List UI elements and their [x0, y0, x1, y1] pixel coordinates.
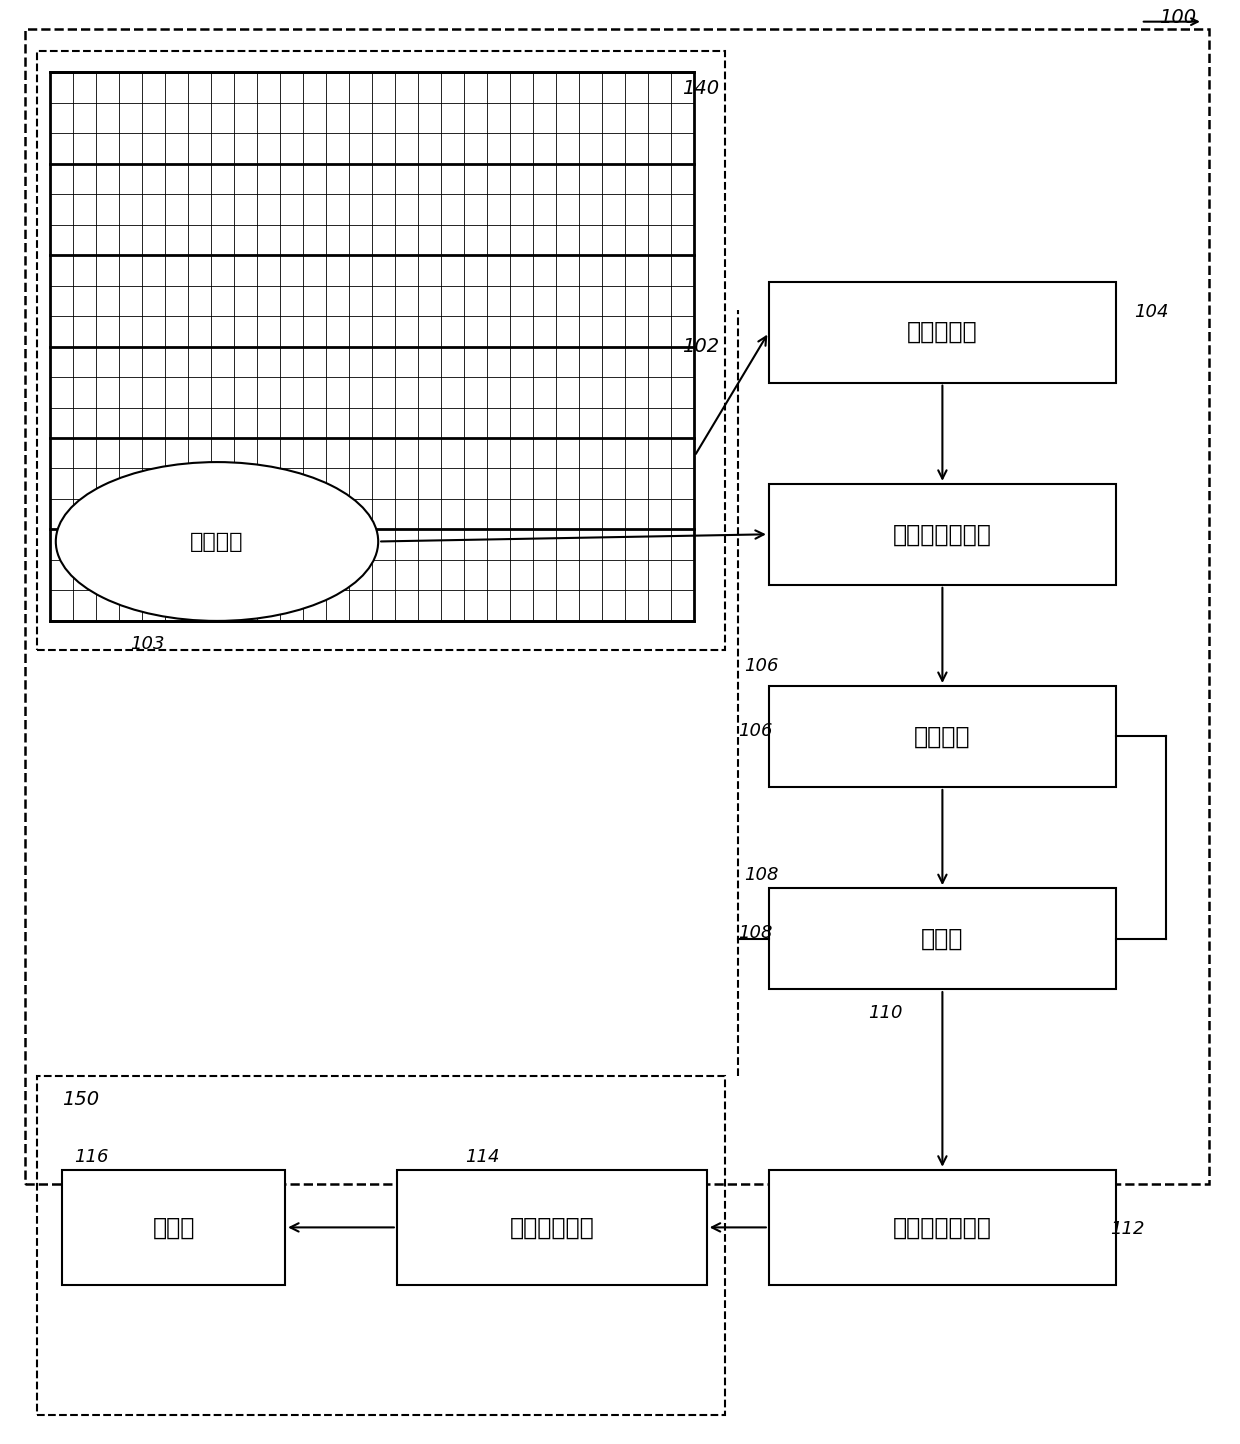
Text: 显示处理模块: 显示处理模块	[510, 1216, 594, 1239]
FancyBboxPatch shape	[769, 282, 1116, 383]
Text: 显示器: 显示器	[153, 1216, 195, 1239]
Text: 114: 114	[465, 1148, 500, 1165]
Text: 102: 102	[682, 336, 719, 357]
Text: 106: 106	[744, 657, 779, 674]
Text: 106: 106	[738, 722, 773, 739]
FancyBboxPatch shape	[769, 686, 1116, 787]
Text: 140: 140	[682, 79, 719, 98]
Text: 110: 110	[868, 1004, 903, 1021]
Text: 108: 108	[738, 924, 773, 941]
FancyBboxPatch shape	[769, 888, 1116, 989]
Text: 预处理模块: 预处理模块	[908, 321, 977, 344]
Text: 校准数据: 校准数据	[190, 531, 244, 552]
FancyBboxPatch shape	[769, 1170, 1116, 1285]
Text: 过滤模块: 过滤模块	[914, 725, 971, 748]
Text: 103: 103	[130, 635, 165, 653]
Text: 116: 116	[74, 1148, 109, 1165]
Text: 112: 112	[1110, 1220, 1145, 1238]
Text: 热像图: 热像图	[921, 927, 963, 950]
FancyBboxPatch shape	[397, 1170, 707, 1285]
Text: 150: 150	[62, 1090, 99, 1109]
Text: 直方图均衡模块: 直方图均衡模块	[893, 1216, 992, 1239]
Text: 100: 100	[1159, 7, 1197, 27]
FancyBboxPatch shape	[62, 1170, 285, 1285]
FancyBboxPatch shape	[769, 484, 1116, 585]
Bar	[50, 72, 694, 621]
Text: 非均匀校正模块: 非均匀校正模块	[893, 523, 992, 546]
Ellipse shape	[56, 462, 378, 621]
Text: 104: 104	[1135, 303, 1169, 321]
Text: 108: 108	[744, 866, 779, 884]
